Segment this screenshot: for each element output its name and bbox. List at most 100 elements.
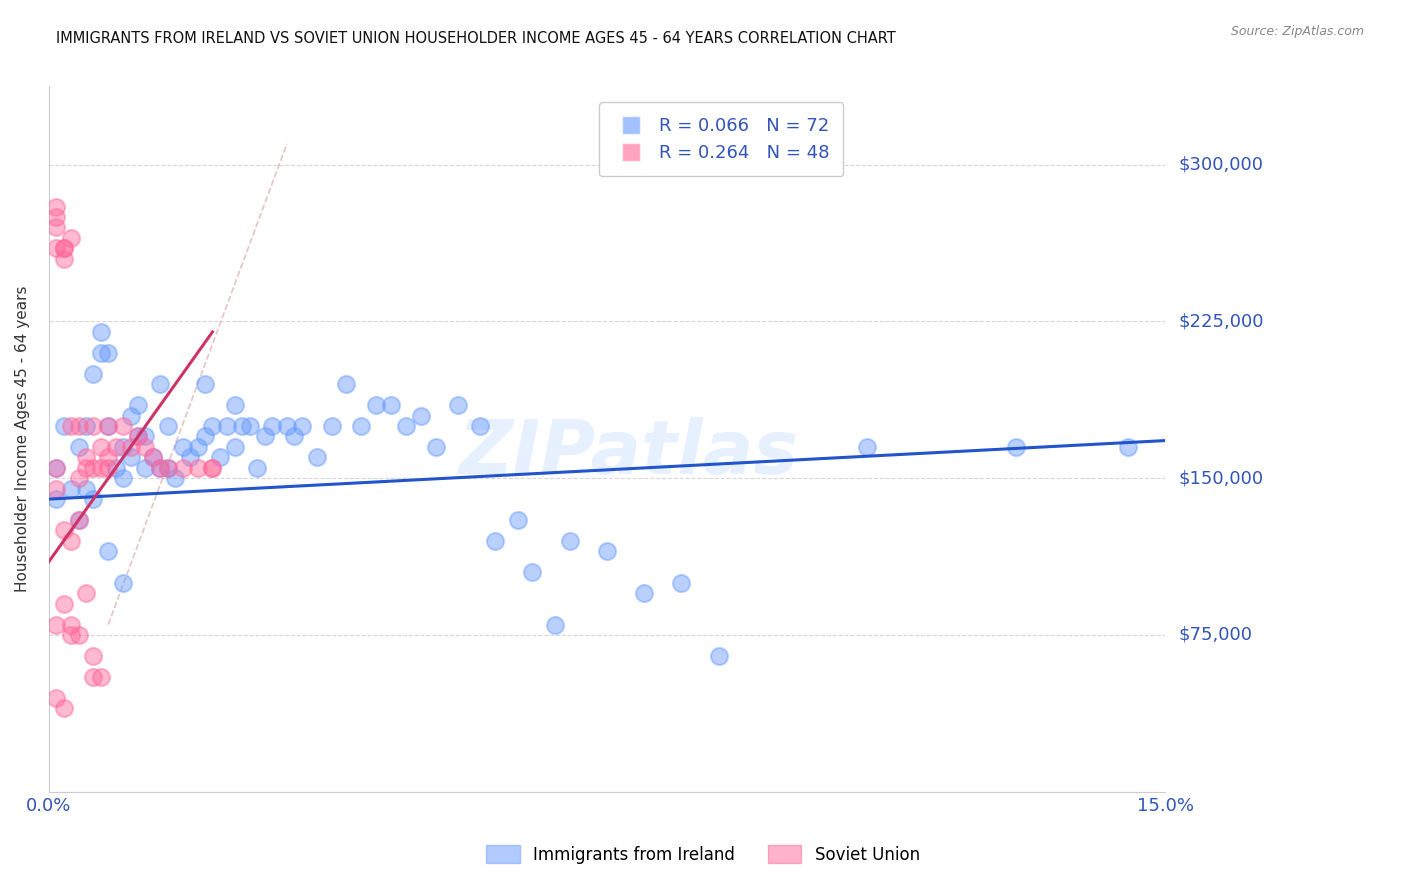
- Point: [506, 513, 529, 527]
- Point: [97, 419, 120, 434]
- Point: [253, 429, 276, 443]
- Point: [127, 429, 149, 443]
- Point: [366, 398, 388, 412]
- Point: [156, 460, 179, 475]
- Point: [447, 398, 470, 412]
- Point: [142, 450, 165, 465]
- Point: [52, 597, 75, 611]
- Point: [201, 460, 224, 475]
- Point: [75, 450, 97, 465]
- Point: [75, 482, 97, 496]
- Point: [45, 690, 67, 705]
- Point: [45, 210, 67, 224]
- Point: [82, 460, 104, 475]
- Point: [522, 566, 544, 580]
- Point: [75, 460, 97, 475]
- Point: [276, 419, 298, 434]
- Point: [156, 460, 179, 475]
- Point: [544, 617, 567, 632]
- Point: [260, 419, 283, 434]
- Point: [104, 440, 127, 454]
- Point: [97, 419, 120, 434]
- Point: [60, 482, 83, 496]
- Point: [90, 346, 112, 360]
- Point: [149, 460, 172, 475]
- Point: [127, 429, 149, 443]
- Point: [1116, 440, 1139, 454]
- Point: [470, 419, 492, 434]
- Point: [350, 419, 373, 434]
- Point: [484, 533, 506, 548]
- Point: [60, 231, 83, 245]
- Point: [120, 409, 142, 423]
- Point: [149, 460, 172, 475]
- Point: [201, 460, 224, 475]
- Point: [104, 460, 127, 475]
- Point: [1005, 440, 1028, 454]
- Point: [558, 533, 581, 548]
- Point: [67, 513, 90, 527]
- Point: [90, 670, 112, 684]
- Point: [90, 460, 112, 475]
- Point: [165, 471, 187, 485]
- Legend: R = 0.066   N = 72, R = 0.264   N = 48: R = 0.066 N = 72, R = 0.264 N = 48: [599, 103, 844, 177]
- Point: [194, 377, 217, 392]
- Point: [120, 450, 142, 465]
- Point: [75, 586, 97, 600]
- Point: [239, 419, 262, 434]
- Point: [82, 367, 104, 381]
- Point: [45, 241, 67, 255]
- Point: [45, 460, 67, 475]
- Point: [291, 419, 314, 434]
- Point: [201, 419, 224, 434]
- Point: [425, 440, 447, 454]
- Point: [97, 450, 120, 465]
- Point: [246, 460, 269, 475]
- Point: [45, 482, 67, 496]
- Point: [156, 419, 179, 434]
- Point: [707, 648, 730, 663]
- Point: [142, 450, 165, 465]
- Point: [321, 419, 343, 434]
- Point: [52, 252, 75, 266]
- Point: [52, 241, 75, 255]
- Point: [172, 460, 194, 475]
- Text: Source: ZipAtlas.com: Source: ZipAtlas.com: [1230, 25, 1364, 38]
- Text: IMMIGRANTS FROM IRELAND VS SOVIET UNION HOUSEHOLDER INCOME AGES 45 - 64 YEARS CO: IMMIGRANTS FROM IRELAND VS SOVIET UNION …: [56, 31, 896, 46]
- Point: [231, 419, 253, 434]
- Legend: Immigrants from Ireland, Soviet Union: Immigrants from Ireland, Soviet Union: [479, 838, 927, 871]
- Point: [224, 398, 246, 412]
- Point: [60, 533, 83, 548]
- Point: [82, 419, 104, 434]
- Point: [187, 440, 209, 454]
- Point: [60, 628, 83, 642]
- Point: [52, 241, 75, 255]
- Point: [596, 544, 619, 558]
- Point: [409, 409, 432, 423]
- Point: [134, 460, 156, 475]
- Text: $150,000: $150,000: [1180, 469, 1264, 487]
- Point: [112, 440, 135, 454]
- Point: [112, 575, 135, 590]
- Point: [127, 398, 149, 412]
- Point: [395, 419, 418, 434]
- Point: [45, 617, 67, 632]
- Point: [172, 440, 194, 454]
- Point: [67, 440, 90, 454]
- Point: [97, 544, 120, 558]
- Point: [134, 440, 156, 454]
- Point: [112, 419, 135, 434]
- Point: [67, 628, 90, 642]
- Point: [82, 648, 104, 663]
- Text: $225,000: $225,000: [1180, 312, 1264, 330]
- Point: [283, 429, 305, 443]
- Point: [67, 419, 90, 434]
- Point: [194, 429, 217, 443]
- Point: [45, 492, 67, 507]
- Text: $75,000: $75,000: [1180, 626, 1253, 644]
- Point: [60, 617, 83, 632]
- Point: [75, 419, 97, 434]
- Point: [52, 419, 75, 434]
- Point: [856, 440, 879, 454]
- Point: [82, 670, 104, 684]
